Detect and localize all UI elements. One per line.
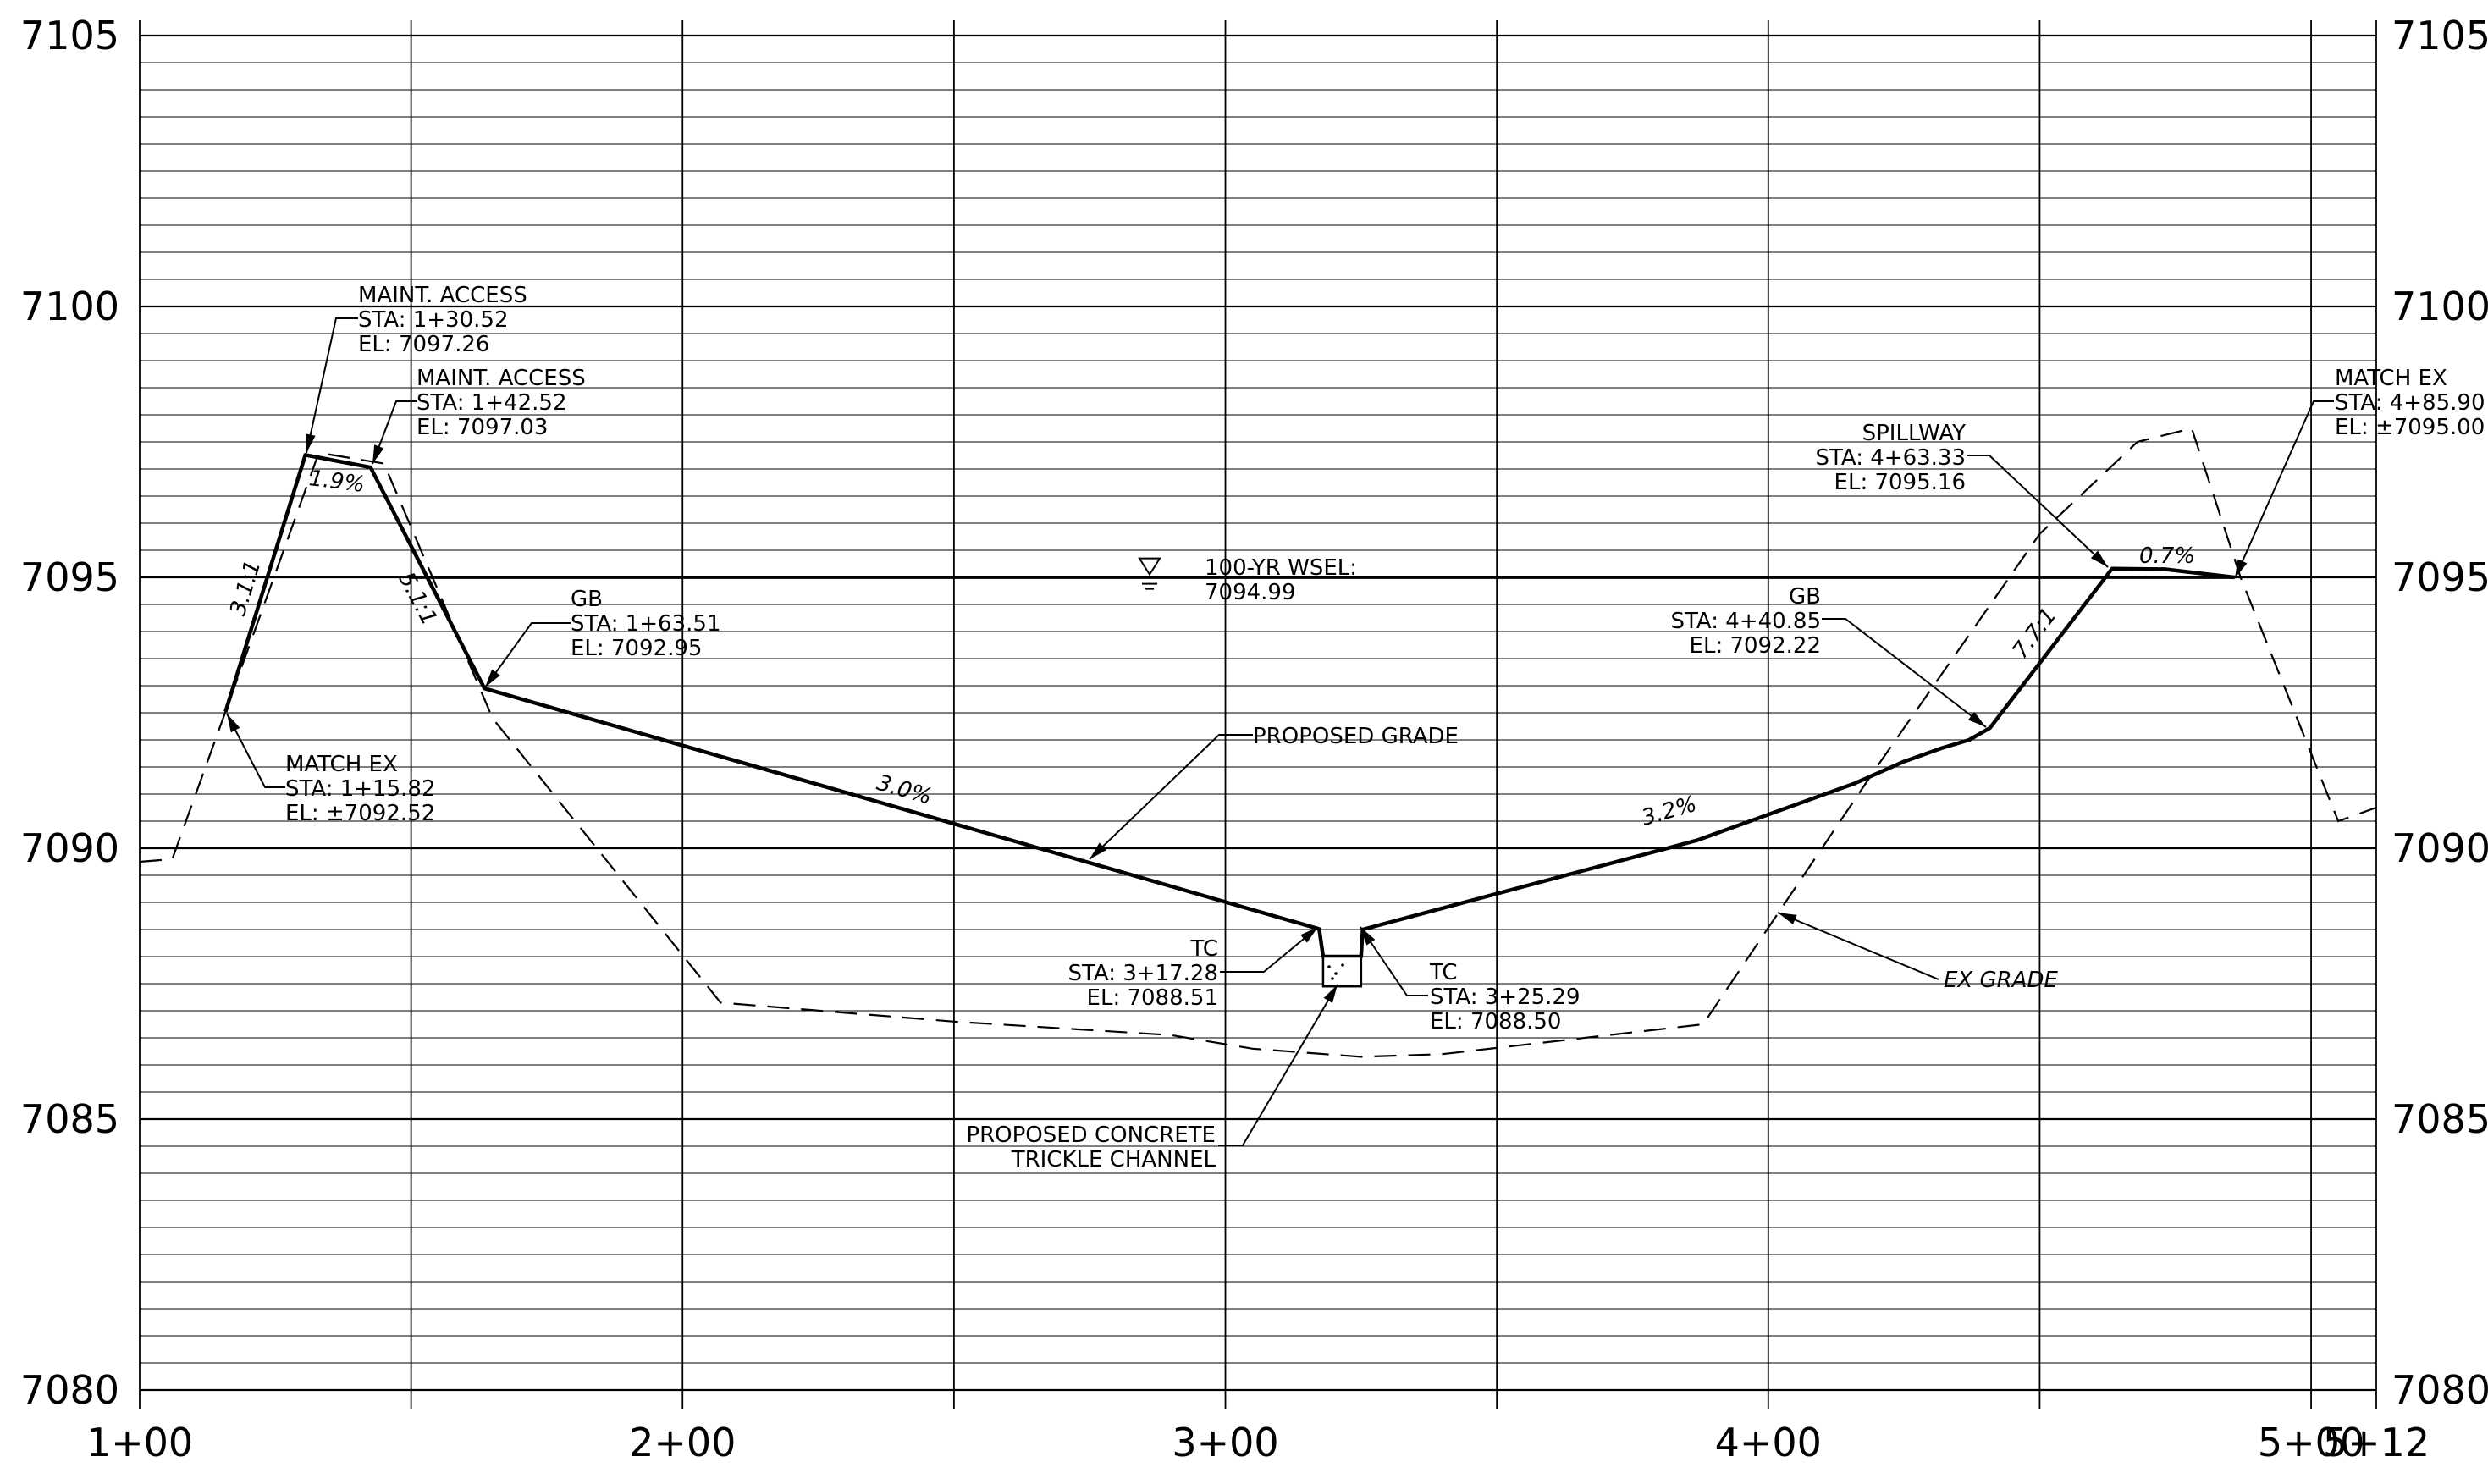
wsel-label: 100-YR WSEL:	[1205, 555, 1357, 581]
y-tick-label-right: 7080	[2391, 1367, 2488, 1413]
x-tick-label: 1+00	[86, 1420, 193, 1465]
x-tick-label: 4+00	[1715, 1420, 1822, 1465]
trickle-label-1: PROPOSED CONCRETE	[966, 1123, 1216, 1148]
ex-grade-line	[139, 427, 2377, 1058]
y-tick-label-left: 7105	[20, 13, 119, 58]
tc2-sta: STA: 3+25.29	[1430, 985, 1580, 1010]
matchex1-sta: STA: 1+15.82	[285, 776, 435, 802]
concrete-stipple	[1334, 972, 1338, 975]
x-tick-label: 2+00	[629, 1420, 736, 1465]
leader-line	[2234, 400, 2334, 579]
proposed-grade-line	[223, 453, 2235, 959]
gb1-sta: STA: 1+63.51	[571, 611, 720, 637]
tc1-sta: STA: 3+17.28	[1068, 961, 1218, 986]
proposed-grade-label: PROPOSED GRADE	[1253, 724, 1459, 749]
spillway-sta: STA: 4+63.33	[1816, 445, 1966, 471]
y-tick-label-right: 7105	[2391, 13, 2488, 58]
x-tick-label: 3+00	[1172, 1420, 1278, 1465]
y-tick-label-left: 7080	[20, 1367, 119, 1413]
arrowhead	[227, 714, 240, 733]
matchex2-sta: STA: 4+85.90	[2335, 390, 2485, 416]
y-tick-label-right: 7085	[2391, 1096, 2488, 1142]
maint1-title: MAINT. ACCESS	[358, 283, 527, 308]
spillway-title: SPILLWAY	[1862, 421, 1966, 446]
tc2-title: TC	[1429, 960, 1458, 985]
maint2-sta: STA: 1+42.52	[417, 390, 566, 416]
maint1-el: EL: 7097.26	[358, 332, 489, 357]
leader-line	[1089, 734, 1253, 860]
y-tick-label-right: 7095	[2391, 554, 2488, 600]
leader-lines	[226, 317, 2334, 1146]
arrowhead	[1090, 842, 1107, 859]
arrowhead	[1778, 913, 1797, 924]
arrowhead	[1967, 711, 1986, 727]
slope-labels: 3.1:1 1.9% 5.1:1 3.0% 3.2% 7.7:1 0.7%	[225, 466, 2195, 831]
trickle-channel-box	[1321, 955, 1363, 988]
matchex1-title: MATCH EX	[285, 752, 398, 777]
slope-label-7-7-1: 7.7:1	[2008, 604, 2062, 664]
gb2-title: GB	[1789, 584, 1821, 610]
matchex2-title: MATCH EX	[2335, 366, 2447, 391]
gb2-el: EL: 7092.22	[1690, 633, 1821, 659]
tc2-el: EL: 7088.50	[1430, 1009, 1561, 1034]
matchex2-el: EL: ±7095.00	[2335, 415, 2485, 440]
concrete-stipple	[1341, 963, 1344, 967]
gb1-title: GB	[571, 587, 603, 612]
matchex1-el: EL: ±7092.52	[285, 801, 435, 826]
ex-grade-label: EX GRADE	[1944, 968, 2059, 993]
y-tick-label-right: 7090	[2391, 825, 2488, 871]
slope-label-0-7pct: 0.7%	[2139, 543, 2195, 569]
concrete-stipple	[1327, 965, 1331, 968]
y-tick-label-left: 7100	[20, 284, 119, 329]
annotations: MAINT. ACCESS STA: 1+30.52 EL: 7097.26 M…	[285, 283, 2485, 1172]
x-tick-label: 5+12	[2323, 1420, 2430, 1465]
gb1-el: EL: 7092.95	[571, 636, 702, 661]
leader-line	[306, 317, 358, 454]
leader-line	[226, 713, 285, 788]
leader-line	[1360, 926, 1428, 996]
arrowhead	[1360, 927, 1376, 946]
arrowhead	[1300, 927, 1318, 943]
tc1-title: TC	[1189, 936, 1218, 962]
y-tick-label-left: 7090	[20, 825, 119, 871]
maint2-title: MAINT. ACCESS	[417, 366, 586, 391]
slope-label-1-9pct: 1.9%	[307, 466, 366, 498]
axis-labels: 7080 7080 7085 7085 7090 7090 7095 7095 7100 7100…	[20, 13, 2488, 1465]
arrowhead	[2090, 550, 2108, 567]
leader-line	[484, 622, 571, 688]
arrowhead	[1323, 985, 1338, 1003]
leader-line	[1967, 455, 2109, 568]
maint1-sta: STA: 1+30.52	[358, 307, 508, 333]
y-tick-label-right: 7100	[2391, 284, 2488, 329]
arrowhead	[485, 669, 500, 687]
trickle-label-2: TRICKLE CHANNEL	[1011, 1147, 1216, 1172]
wsel-value: 7094.99	[1205, 580, 1296, 605]
y-tick-label-left: 7095	[20, 554, 119, 600]
water-surface-symbol-icon	[1138, 557, 1161, 590]
leader-arrowheads	[227, 433, 2248, 1003]
gb2-sta: STA: 4+40.85	[1671, 609, 1821, 634]
leader-line	[372, 400, 417, 465]
concrete-stipple	[1331, 977, 1334, 980]
series-layer	[139, 427, 2377, 1058]
slope-label-3-1: 3.1:1	[225, 557, 266, 619]
maint2-el: EL: 7097.03	[417, 415, 548, 440]
leader-line	[1777, 912, 1939, 980]
y-tick-label-left: 7085	[20, 1096, 119, 1142]
leader-line	[1218, 984, 1338, 1146]
tc1-el: EL: 7088.51	[1087, 985, 1218, 1011]
x-tick-label: 5+00	[2258, 1420, 2364, 1465]
leader-line	[1822, 618, 1987, 728]
arrowhead	[372, 444, 384, 464]
arrowhead	[305, 433, 316, 453]
slope-label-3-2pct: 3.2%	[1639, 792, 1700, 831]
arrowhead	[2235, 559, 2248, 578]
grid	[139, 20, 2377, 1409]
leader-line	[1220, 926, 1319, 973]
spillway-el: EL: 7095.16	[1834, 470, 1966, 495]
